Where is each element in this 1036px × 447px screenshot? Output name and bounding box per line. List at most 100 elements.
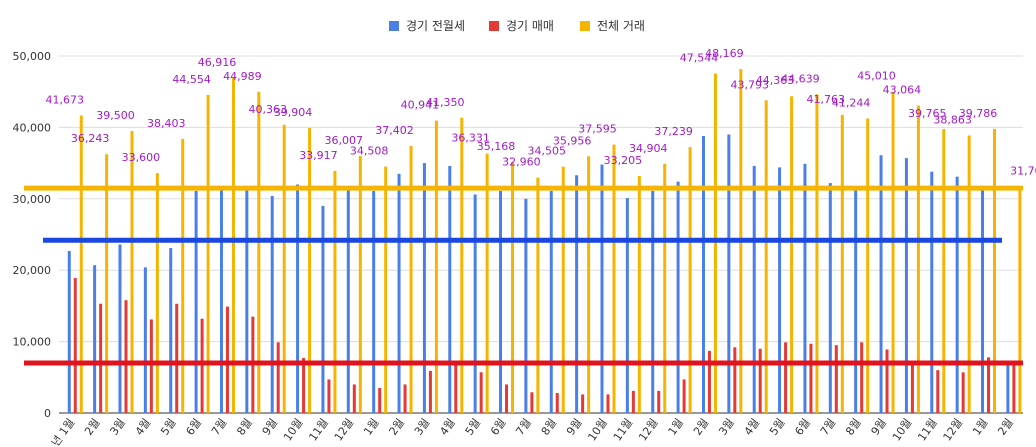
data-label: 47,544 bbox=[680, 52, 719, 65]
x-tick-label: 12월 bbox=[332, 416, 356, 443]
data-label: 41,244 bbox=[832, 97, 871, 110]
x-tick-label: 10월 bbox=[890, 416, 914, 443]
bar bbox=[327, 379, 331, 413]
bar bbox=[194, 190, 198, 413]
data-label: 43,064 bbox=[883, 84, 922, 97]
bar bbox=[809, 343, 813, 413]
bar bbox=[581, 394, 585, 413]
bar bbox=[727, 134, 731, 414]
bar bbox=[372, 190, 376, 413]
bar bbox=[219, 185, 223, 413]
bar bbox=[149, 319, 153, 413]
x-tick-label: 6월 bbox=[792, 416, 812, 437]
bar bbox=[282, 124, 286, 414]
x-tick-label: 7월 bbox=[209, 416, 229, 437]
x-tick-label: 7월 bbox=[818, 416, 838, 437]
bar bbox=[460, 117, 464, 414]
data-label: 35,168 bbox=[477, 140, 516, 153]
x-tick-label: 9월 bbox=[260, 416, 280, 437]
bar bbox=[790, 96, 794, 414]
bar bbox=[657, 390, 661, 413]
y-tick-label: 50,000 bbox=[13, 50, 52, 63]
bar bbox=[575, 175, 579, 413]
bar bbox=[987, 357, 991, 413]
data-label: 48,169 bbox=[705, 47, 744, 60]
data-label: 41,763 bbox=[807, 93, 846, 106]
bar bbox=[555, 393, 559, 413]
bar bbox=[1006, 362, 1010, 413]
data-label: 37,595 bbox=[578, 123, 617, 136]
bar bbox=[428, 370, 432, 413]
x-tick-label: 7월 bbox=[513, 416, 533, 437]
x-tick-label: 9월 bbox=[564, 416, 584, 437]
bar bbox=[854, 190, 858, 413]
x-tick-label: 4월 bbox=[133, 416, 153, 437]
bar bbox=[637, 175, 641, 413]
y-tick-label: 10,000 bbox=[13, 336, 52, 349]
bar bbox=[910, 365, 914, 413]
bar bbox=[448, 165, 452, 413]
legend: 경기 전월세 경기 매매 전체 거래 bbox=[389, 19, 645, 33]
data-label: 39,500 bbox=[96, 109, 135, 122]
data-label: 43,793 bbox=[730, 78, 769, 91]
data-label: 39,904 bbox=[274, 106, 313, 119]
bar bbox=[245, 190, 249, 413]
bar bbox=[321, 205, 325, 413]
bar bbox=[397, 173, 401, 413]
data-label: 38,863 bbox=[933, 114, 972, 127]
bar bbox=[454, 363, 458, 413]
y-tick-label: 30,000 bbox=[13, 193, 52, 206]
bar bbox=[270, 195, 274, 413]
bar bbox=[561, 166, 565, 413]
bar bbox=[169, 248, 173, 413]
bar bbox=[904, 158, 908, 413]
bar bbox=[231, 78, 235, 413]
data-label: 39,765 bbox=[908, 107, 947, 120]
bar bbox=[549, 190, 553, 413]
x-tick-label: 2월 bbox=[995, 416, 1015, 437]
x-axis: 년 1월 2월 3월 4월 5월 6월 7월 8월 9월 10월 11월 12월 1월 2월 3월 4월 5월 6… bbox=[49, 416, 1016, 447]
bar bbox=[612, 144, 616, 413]
bar bbox=[967, 135, 971, 413]
x-tick-label: 5월 bbox=[767, 416, 787, 437]
data-label: 39,786 bbox=[959, 107, 998, 120]
data-label: 45,010 bbox=[857, 70, 896, 83]
bar bbox=[993, 128, 997, 413]
data-label: 32,960 bbox=[502, 156, 541, 169]
bar bbox=[79, 115, 83, 414]
legend-swatch bbox=[389, 21, 399, 31]
bar bbox=[155, 173, 159, 413]
bar bbox=[663, 163, 667, 413]
legend-label: 경기 전월세 bbox=[406, 19, 465, 33]
bar bbox=[130, 130, 134, 413]
bar bbox=[866, 118, 870, 414]
bar bbox=[485, 153, 489, 413]
bar bbox=[505, 384, 509, 413]
bar bbox=[651, 190, 655, 413]
bar bbox=[682, 379, 686, 413]
legend-label: 전체 거래 bbox=[597, 19, 645, 33]
y-axis: 0 10,000 20,000 30,000 40,000 50,000 bbox=[13, 50, 52, 420]
x-tick-label: 2월 bbox=[387, 416, 407, 437]
bar bbox=[358, 155, 362, 413]
x-tick-label: 4월 bbox=[742, 416, 762, 437]
x-tick-label: 1월 bbox=[970, 416, 990, 437]
data-label: 38,403 bbox=[147, 117, 186, 130]
bar bbox=[1018, 186, 1022, 413]
x-tick-label: 12월 bbox=[941, 416, 965, 443]
data-label: 36,007 bbox=[325, 134, 364, 147]
bar bbox=[67, 250, 71, 413]
bar bbox=[834, 345, 838, 413]
bar bbox=[600, 164, 604, 413]
x-tick-label: 2월 bbox=[82, 416, 102, 437]
data-label: 44,989 bbox=[223, 70, 262, 83]
data-label: 36,243 bbox=[71, 132, 110, 145]
x-tick-label: 1월 bbox=[666, 416, 686, 437]
bar bbox=[916, 105, 920, 413]
x-tick-label: 1월 bbox=[361, 416, 381, 437]
bar bbox=[752, 165, 756, 413]
bar bbox=[625, 198, 629, 413]
data-label: 44,639 bbox=[781, 72, 820, 85]
bar bbox=[409, 145, 413, 414]
